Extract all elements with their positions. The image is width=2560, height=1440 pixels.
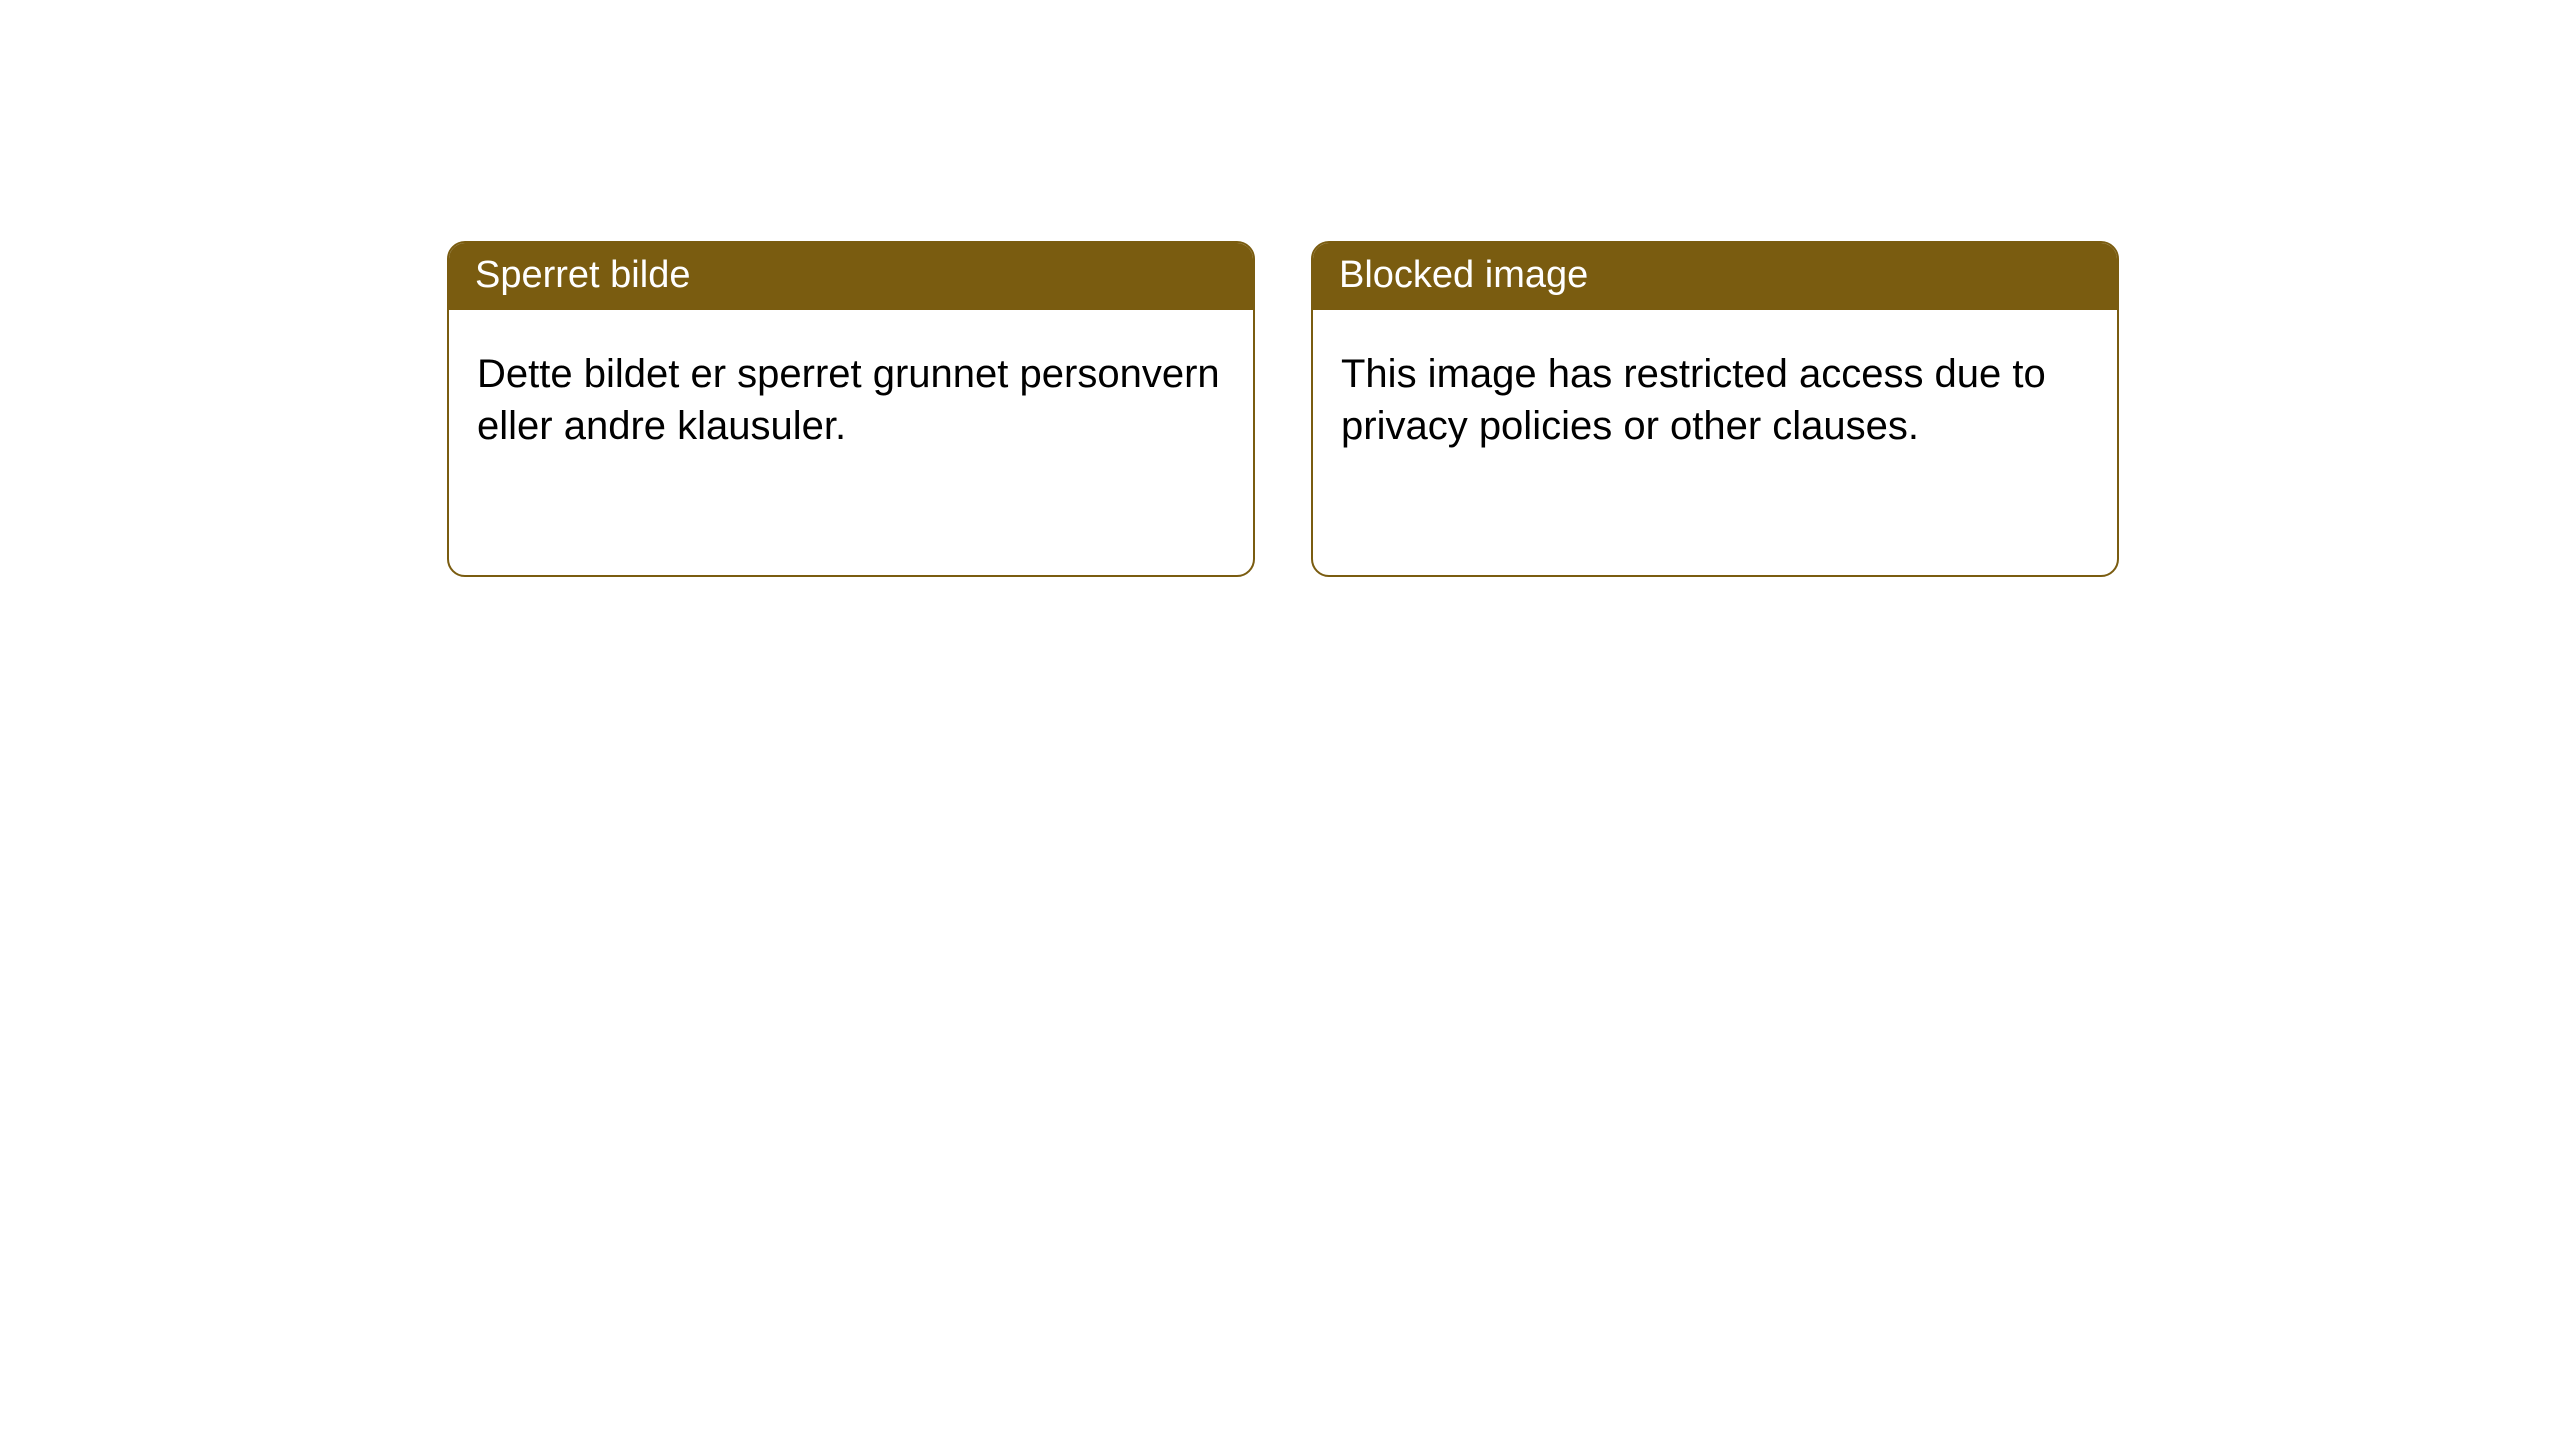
notice-body-en: This image has restricted access due to … [1313, 310, 2117, 480]
notice-header-no: Sperret bilde [449, 243, 1253, 310]
notice-header-en: Blocked image [1313, 243, 2117, 310]
notice-container: Sperret bilde Dette bildet er sperret gr… [0, 0, 2560, 577]
notice-card-no: Sperret bilde Dette bildet er sperret gr… [447, 241, 1255, 577]
notice-body-no: Dette bildet er sperret grunnet personve… [449, 310, 1253, 480]
notice-card-en: Blocked image This image has restricted … [1311, 241, 2119, 577]
